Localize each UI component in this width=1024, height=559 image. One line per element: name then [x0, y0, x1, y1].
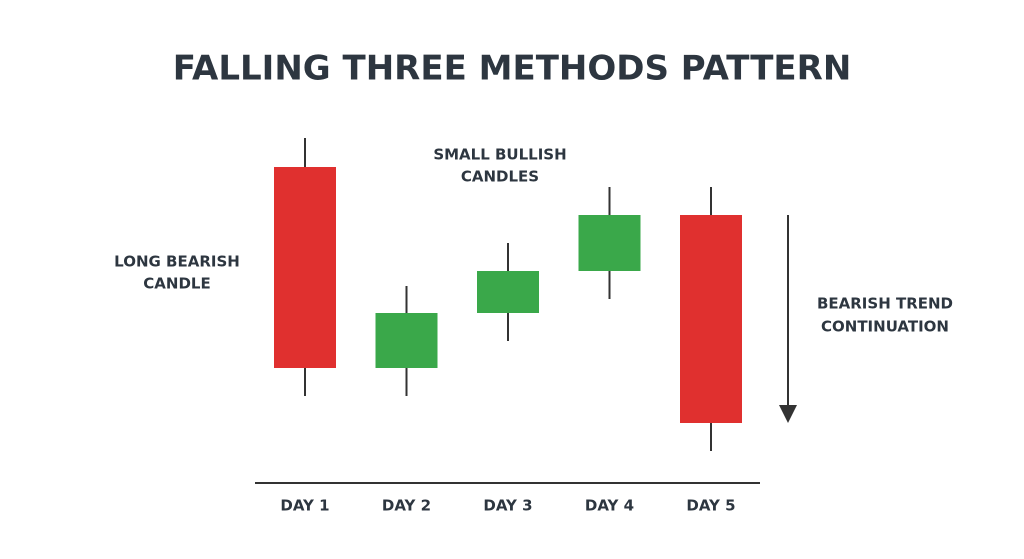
candle-body	[375, 313, 438, 368]
x-tick-label: DAY 5	[686, 497, 735, 515]
x-tick-label: DAY 4	[585, 497, 634, 515]
annotation: CONTINUATION	[821, 318, 949, 336]
annotation: SMALL BULLISH	[433, 146, 566, 164]
chart-title: FALLING THREE METHODS PATTERN	[173, 49, 852, 89]
x-tick-label: DAY 1	[280, 497, 329, 515]
x-tick-label: DAY 3	[483, 497, 532, 515]
annotation: CANDLE	[143, 275, 210, 293]
annotation: BEARISH TREND	[817, 295, 953, 313]
candle-body	[680, 215, 742, 423]
annotation: CANDLES	[461, 168, 539, 186]
arrow-head	[779, 405, 797, 423]
candle-body	[274, 167, 336, 368]
annotation: LONG BEARISH	[114, 253, 240, 271]
candle-body	[578, 215, 641, 271]
candle-body	[477, 271, 539, 313]
x-tick-label: DAY 2	[382, 497, 431, 515]
